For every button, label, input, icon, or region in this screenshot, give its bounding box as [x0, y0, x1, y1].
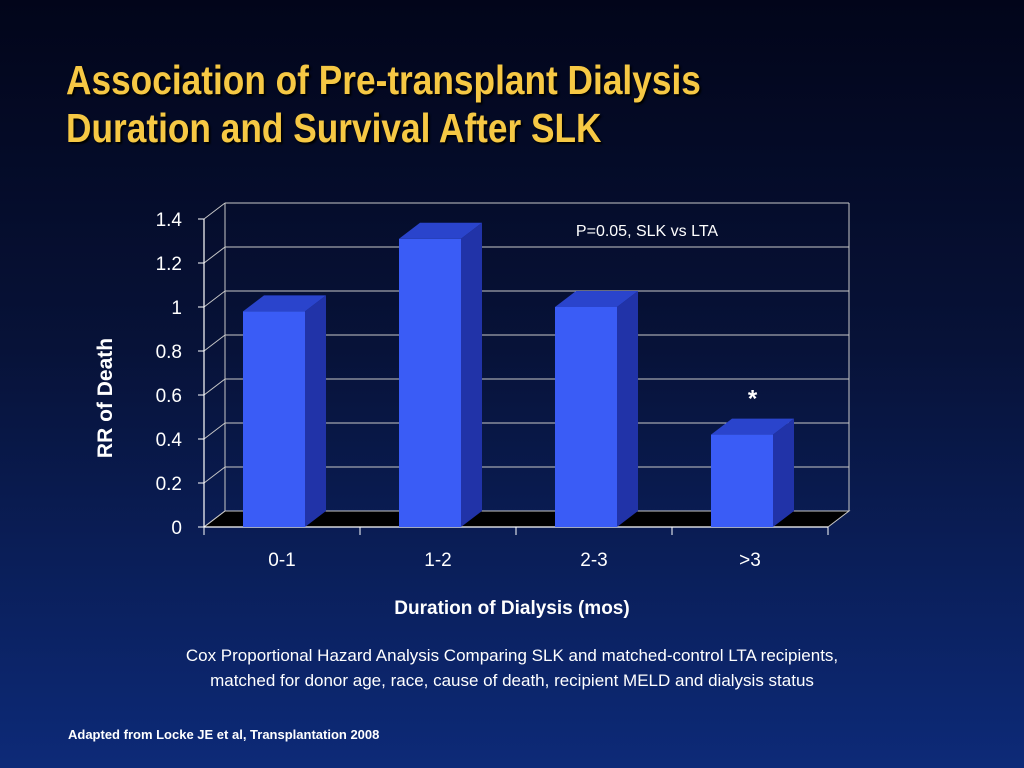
y-tick-labels: 0 0.2 0.4 0.6 0.8 1 1.2 1.4: [156, 210, 183, 539]
title-line-2: Duration and Survival After SLK: [66, 105, 602, 151]
chart-bars: [243, 222, 794, 528]
y-tick-label: 0.4: [156, 430, 183, 451]
gridline-side: [203, 422, 226, 440]
bar-top: [555, 291, 638, 307]
gridline-side: [203, 466, 226, 484]
slide-title: Association of Pre-transplant Dialysis D…: [66, 56, 823, 152]
caption-line-1: Cox Proportional Hazard Analysis Compari…: [185, 646, 839, 665]
x-tick-label: 2-3: [580, 550, 607, 571]
bar-top: [711, 418, 794, 435]
gridline-side: [203, 246, 226, 264]
bar-front: [711, 434, 773, 527]
y-tick-label: 0.6: [156, 386, 182, 407]
bar-side: [773, 418, 794, 527]
bar->3: [711, 418, 794, 527]
source-citation: Adapted from Locke JE et al, Transplanta…: [68, 727, 380, 742]
gridline-side: [203, 290, 226, 308]
bar-side: [461, 222, 482, 528]
chart-caption: Cox Proportional Hazard Analysis Compari…: [0, 643, 1024, 693]
y-tick-label: 0.8: [156, 342, 182, 363]
gridline-side: [203, 334, 226, 352]
bar-top: [399, 222, 482, 239]
bar-1-2: [399, 222, 482, 528]
y-tick-label: 1.4: [156, 210, 183, 231]
y-tick-label: 0.2: [156, 474, 182, 495]
bar-front: [243, 311, 305, 527]
bar-side: [305, 295, 326, 527]
p-value-annotation: P=0.05, SLK vs LTA: [576, 223, 718, 240]
gridline-side: [203, 378, 226, 396]
y-axis-label: RR of Death: [94, 337, 117, 459]
gridline-side: [203, 510, 226, 528]
x-axis-label: Duration of Dialysis (mos): [394, 598, 630, 619]
y-tick-label: 0: [171, 518, 182, 539]
bar-front: [555, 307, 617, 527]
x-tick-label: >3: [739, 550, 761, 571]
bar-side: [617, 291, 638, 527]
title-line-1: Association of Pre-transplant Dialysis: [66, 57, 701, 103]
bar-2-3: [555, 291, 638, 527]
bar-top: [243, 295, 326, 312]
significance-marker: *: [748, 386, 758, 413]
y-tick-label: 1: [171, 298, 182, 319]
x-tick-labels: 0-1 1-2 2-3 >3: [268, 550, 761, 571]
x-tick-label: 1-2: [424, 550, 451, 571]
gridline-side: [203, 202, 226, 220]
x-tick-label: 0-1: [268, 550, 295, 571]
caption-line-2: matched for donor age, race, cause of de…: [210, 671, 814, 690]
y-tick-label: 1.2: [156, 254, 182, 275]
bar-0-1: [243, 295, 326, 527]
bar-front: [399, 238, 461, 528]
